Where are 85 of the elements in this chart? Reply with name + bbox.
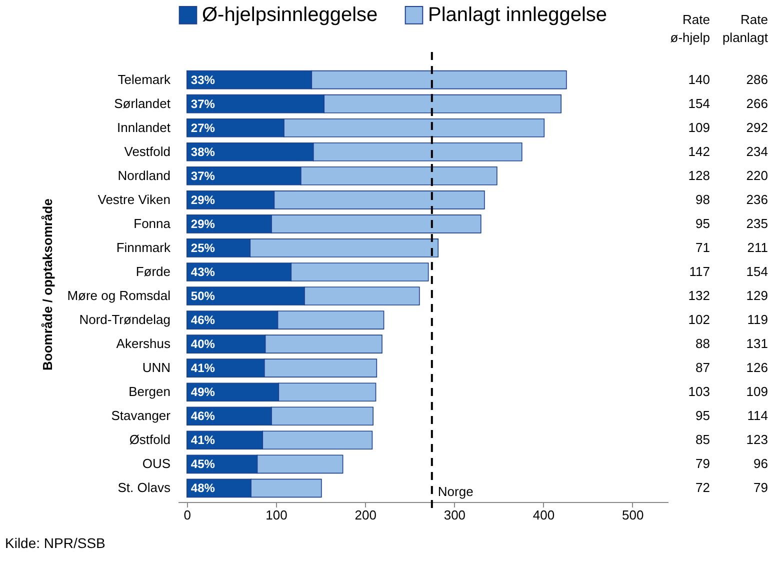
data-label: 266	[746, 96, 768, 111]
data-label: 117	[689, 264, 710, 279]
annotation: 29%	[190, 216, 216, 231]
y-tick-label: Førde	[136, 264, 170, 279]
data-label: 103	[688, 384, 710, 400]
data-label: 131	[746, 336, 768, 352]
annotation: 33%	[190, 72, 216, 87]
data-label: 79	[754, 480, 768, 496]
y-axis-title: Boområde / opptaksområde	[40, 198, 56, 370]
y-tick-label: OUS	[142, 456, 171, 472]
data-label: 236	[746, 192, 768, 207]
data-label: 85	[696, 432, 710, 448]
text: Kilde: NPR/SSB	[5, 535, 106, 551]
data-label: 102	[688, 312, 710, 328]
data-label: 140	[688, 72, 710, 87]
y-tick-label: Fonna	[134, 216, 172, 231]
text: Rate ø-hjelp	[670, 12, 710, 45]
y-tick-label: Telemark	[118, 72, 171, 87]
ref-line-label: Norge	[438, 484, 474, 499]
data-label: 109	[688, 120, 710, 135]
data-label: 128	[688, 168, 710, 183]
y-tick-label: Vestre Viken	[98, 192, 170, 207]
data-label: 211	[747, 240, 768, 255]
annotation: 38%	[190, 144, 216, 159]
y-tick-label: UNN	[142, 360, 170, 376]
data-label: 114	[747, 408, 768, 424]
y-tick-label: Nord-Trøndelag	[79, 312, 170, 328]
data-label: 154	[746, 264, 768, 279]
annotation: 49%	[190, 385, 216, 400]
legend-label: Planlagt innleggelse	[428, 4, 608, 26]
data-label: 142	[688, 144, 710, 159]
data-label: 235	[746, 216, 768, 231]
annotation: 37%	[190, 96, 216, 111]
legend-label: Ø-hjelpsinnleggelse	[202, 4, 378, 26]
y-tick-label: Nordland	[118, 168, 170, 183]
y-tick-label: Finnmark	[116, 240, 171, 255]
annotation: 46%	[190, 409, 216, 424]
y-tick-label: Stavanger	[111, 408, 172, 424]
data-label: 72	[696, 480, 710, 496]
x-tick-label: 400	[532, 508, 555, 522]
data-label: 129	[746, 288, 768, 304]
y-tick-label: Vestfold	[124, 144, 170, 159]
annotation: 45%	[190, 457, 216, 472]
data-label: 71	[696, 240, 710, 255]
annotation: 27%	[190, 120, 216, 135]
data-label: 109	[746, 384, 768, 400]
y-tick-label: Østfold	[129, 432, 170, 448]
data-label: 95	[696, 216, 710, 231]
annotation: 48%	[190, 481, 216, 496]
data-label: 87	[696, 360, 710, 376]
annotation: 40%	[190, 337, 216, 352]
data-label: 292	[746, 120, 768, 135]
annotation: 41%	[190, 433, 216, 448]
x-tick-label: 500	[622, 508, 644, 522]
data-label: 95	[696, 408, 710, 424]
x-tick-label: 0	[184, 508, 192, 522]
annotation: 41%	[190, 361, 216, 376]
annotation: 46%	[190, 313, 216, 328]
data-label: 154	[688, 96, 710, 111]
data-label: 234	[746, 144, 768, 159]
data-label: 98	[696, 192, 710, 207]
data-label: 220	[746, 168, 768, 183]
data-label: 119	[747, 312, 768, 328]
annotation: 37%	[190, 168, 216, 183]
y-tick-label: Akershus	[116, 336, 171, 352]
annotation: 43%	[190, 264, 216, 279]
data-label: 96	[754, 456, 768, 472]
y-tick-label: Sørlandet	[114, 96, 171, 111]
data-label: 123	[746, 432, 768, 448]
y-tick-label: Møre og Romsdal	[67, 288, 171, 304]
data-label: 132	[688, 288, 710, 304]
data-label: 79	[696, 456, 710, 472]
y-tick-label: Bergen	[128, 384, 170, 400]
data-label: 126	[746, 360, 768, 376]
x-tick-label: 200	[354, 508, 376, 522]
data-label: 88	[696, 336, 710, 352]
y-tick-label: Innlandet	[117, 120, 171, 135]
annotation: 50%	[190, 289, 216, 304]
y-tick-label: St. Olavs	[118, 480, 171, 496]
x-tick-label: 100	[266, 508, 288, 522]
x-tick-label: 300	[444, 508, 466, 522]
data-label: 286	[746, 72, 768, 87]
annotation: 29%	[190, 192, 216, 207]
text: Rate planlagt	[722, 12, 768, 45]
annotation: 25%	[190, 240, 216, 255]
